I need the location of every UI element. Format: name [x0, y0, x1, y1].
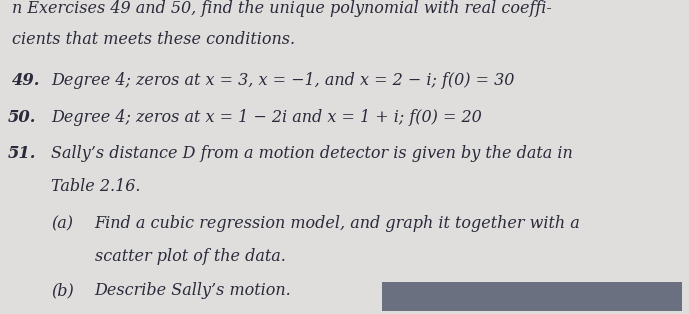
Text: Sally’s distance D from a motion detector is given by the data in: Sally’s distance D from a motion detecto… [51, 145, 573, 162]
Text: Degree 4; zeros at x = 3, x = −1, and x = 2 − i; f(0) = 30: Degree 4; zeros at x = 3, x = −1, and x … [51, 72, 514, 89]
Text: cients that meets these conditions.: cients that meets these conditions. [12, 31, 296, 48]
Text: Table 2.16.: Table 2.16. [51, 178, 141, 195]
Text: 51.: 51. [8, 145, 36, 162]
Text: (a): (a) [51, 215, 73, 232]
Text: 49.: 49. [12, 72, 41, 89]
Text: scatter plot of the data.: scatter plot of the data. [94, 248, 285, 265]
Text: n Exercises 49 and 50, find the unique polynomial with real coeffi-: n Exercises 49 and 50, find the unique p… [12, 0, 552, 17]
Text: 50.: 50. [8, 109, 36, 126]
Text: Describe Sally’s motion.: Describe Sally’s motion. [94, 282, 291, 299]
Text: (b): (b) [51, 282, 74, 299]
Bar [382, 282, 682, 314]
Text: Degree 4; zeros at x = 1 − 2i and x = 1 + i; f(0) = 20: Degree 4; zeros at x = 1 − 2i and x = 1 … [51, 109, 482, 126]
Text: Find a cubic regression model, and graph it together with a: Find a cubic regression model, and graph… [94, 215, 580, 232]
